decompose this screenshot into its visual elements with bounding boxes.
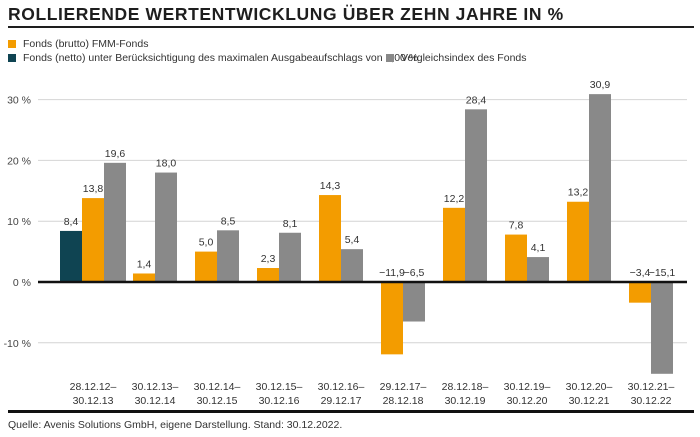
value-label-index: 4,1 <box>531 242 546 254</box>
bar-brutto <box>133 273 155 282</box>
value-label-brutto: 1,4 <box>137 258 152 270</box>
x-tick-label: 30.12.20 <box>507 395 548 407</box>
x-tick-label: 28.12.12– <box>70 381 117 393</box>
chart-title: ROLLIERENDE WERTENTWICKLUNG ÜBER ZEHN JA… <box>8 4 564 24</box>
bar-brutto <box>443 207 465 282</box>
category-labels: 28.12.12– 30.12.13 30.12.13– 30.12.14 30.12.… <box>70 381 675 407</box>
y-tick-label: 20 % <box>7 155 31 167</box>
value-labels: 8,4 13,8 19,6 1,4 18,0 5,0 8,5 2,3 8,1 14,3 5,4 −11… <box>64 79 676 279</box>
x-tick-label: 30.12.19 <box>445 395 486 407</box>
y-tick-label: -10 % <box>4 338 31 350</box>
x-tick-label: 28.12.18– <box>442 381 489 393</box>
bar-index <box>104 162 126 282</box>
bar-index <box>217 230 239 282</box>
value-label-brutto: 2,3 <box>261 253 276 265</box>
value-label-brutto: 5,0 <box>199 237 214 249</box>
legend-item-netto: Fonds (netto) unter Berücksichtigung des… <box>8 52 418 64</box>
bars <box>60 94 673 374</box>
x-tick-label: 30.12.15 <box>197 395 238 407</box>
x-tick-label: 30.12.16– <box>318 381 365 393</box>
value-label-index: 8,5 <box>221 215 236 227</box>
value-label-index: −6,5 <box>404 267 425 279</box>
x-tick-label: 30.12.16 <box>259 395 300 407</box>
legend-item-index: Vergleichsindex des Fonds <box>386 52 527 64</box>
x-tick-label: 30.12.15– <box>256 381 303 393</box>
value-label-brutto: 7,8 <box>509 220 524 232</box>
bar-netto <box>60 230 82 282</box>
bar-index <box>651 282 673 374</box>
value-label-brutto: 13,2 <box>568 187 589 199</box>
value-label-index: 18,0 <box>156 158 177 170</box>
legend-label-brutto: Fonds (brutto) FMM-Fonds <box>23 38 149 50</box>
bar-index <box>279 232 301 282</box>
x-tick-label: 30.12.14 <box>135 395 176 407</box>
value-label-netto: 8,4 <box>64 216 79 228</box>
bar-brutto <box>567 201 589 282</box>
legend-swatch-netto <box>8 54 16 62</box>
y-tick-label: 0 % <box>13 277 31 289</box>
value-label-index: 19,6 <box>105 148 126 160</box>
gridlines: 30 % 20 % 10 % 0 % -10 % <box>4 95 687 350</box>
bar-index <box>527 257 549 282</box>
x-tick-label: 30.12.21– <box>628 381 675 393</box>
value-label-index: 30,9 <box>590 79 611 91</box>
value-label-index: −15,1 <box>649 267 676 279</box>
bar-brutto <box>629 282 651 303</box>
bar-brutto <box>195 251 217 282</box>
x-tick-label: 30.12.20– <box>566 381 613 393</box>
legend-swatch-brutto <box>8 40 16 48</box>
bar-brutto <box>381 282 403 355</box>
x-tick-label: 30.12.21 <box>569 395 610 407</box>
bar-brutto <box>257 268 279 282</box>
value-label-brutto: 14,3 <box>320 180 341 192</box>
x-tick-label: 30.12.22 <box>631 395 672 407</box>
legend-item-brutto: Fonds (brutto) FMM-Fonds <box>8 38 148 50</box>
y-tick-label: 10 % <box>7 216 31 228</box>
x-tick-label: 28.12.18 <box>383 395 424 407</box>
legend-label-index: Vergleichsindex des Fonds <box>401 52 527 64</box>
x-tick-label: 29.12.17 <box>321 395 362 407</box>
bar-index <box>341 249 363 282</box>
x-tick-label: 29.12.17– <box>380 381 427 393</box>
value-label-index: 8,1 <box>283 218 298 230</box>
x-tick-label: 30.12.14– <box>194 381 241 393</box>
source-note: Quelle: Avenis Solutions GmbH, eigene Da… <box>8 419 343 431</box>
bar-index <box>589 94 611 283</box>
value-label-brutto: −11,9 <box>379 267 405 279</box>
bottom-divider <box>8 410 694 413</box>
value-label-brutto: −3,4 <box>630 267 651 279</box>
title-divider <box>8 26 694 28</box>
x-tick-label: 30.12.19– <box>504 381 551 393</box>
bar-brutto <box>505 234 527 282</box>
x-tick-label: 30.12.13– <box>132 381 179 393</box>
legend-label-netto: Fonds (netto) unter Berücksichtigung des… <box>23 52 419 64</box>
legend-swatch-index <box>386 54 394 62</box>
value-label-brutto: 12,2 <box>444 193 465 205</box>
bar-brutto <box>319 195 341 282</box>
x-tick-label: 30.12.13 <box>73 395 114 407</box>
value-label-index: 5,4 <box>345 234 360 246</box>
bar-index <box>155 172 177 282</box>
bar-index <box>403 282 425 322</box>
value-label-brutto: 13,8 <box>83 183 104 195</box>
bar-index <box>465 109 487 282</box>
y-tick-label: 30 % <box>7 95 31 107</box>
value-label-index: 28,4 <box>466 94 487 106</box>
bar-brutto <box>82 198 104 282</box>
